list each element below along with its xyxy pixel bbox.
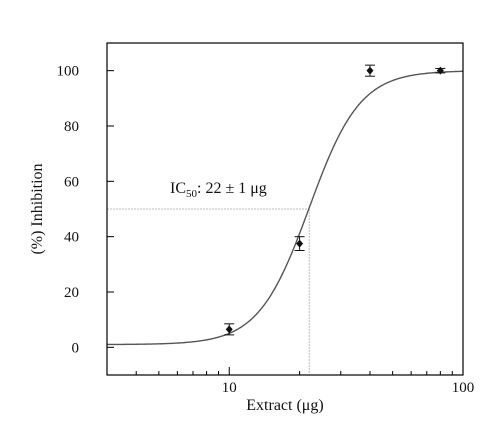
ic50-value: : 22 ± 1 μg bbox=[197, 180, 267, 197]
y-axis-ticks: 0 20 40 60 80 100 bbox=[57, 64, 114, 356]
data-point bbox=[225, 325, 233, 334]
x-tick-label: 100 bbox=[452, 380, 475, 396]
ic50-guide-lines bbox=[107, 208, 310, 375]
y-axis-title: (%) Inhibition bbox=[29, 163, 46, 254]
data-points bbox=[224, 64, 446, 336]
y-tick-label: 100 bbox=[57, 64, 80, 80]
data-point bbox=[436, 66, 444, 75]
y-tick-label: 80 bbox=[64, 119, 79, 135]
ic50-subscript: 50 bbox=[186, 188, 198, 200]
data-point bbox=[366, 66, 374, 75]
data-point bbox=[296, 239, 304, 248]
ic50-annotation: IC50: 22 ± 1 μg bbox=[170, 180, 267, 200]
y-tick-label: 0 bbox=[72, 340, 80, 356]
y-tick-label: 60 bbox=[64, 174, 79, 190]
y-tick-label: 20 bbox=[64, 285, 79, 301]
plot-frame bbox=[106, 42, 464, 376]
x-axis-title: Extract (μg) bbox=[246, 397, 323, 414]
ic50-prefix: IC bbox=[170, 180, 186, 197]
x-tick-label: 10 bbox=[222, 380, 237, 396]
y-tick-label: 40 bbox=[64, 230, 79, 246]
x-axis-ticks: 10 100 bbox=[106, 367, 475, 396]
fit-curve bbox=[107, 70, 464, 346]
